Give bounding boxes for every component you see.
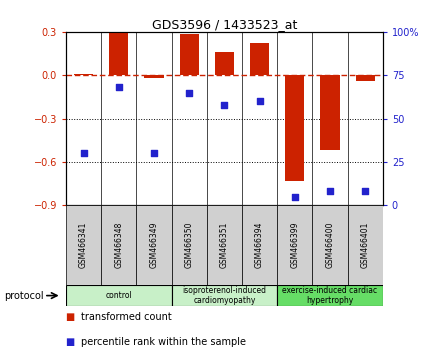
- Bar: [144, 75, 164, 78]
- Bar: [101, 205, 136, 285]
- Point: [291, 194, 298, 200]
- Bar: [172, 205, 207, 285]
- Bar: [207, 205, 242, 285]
- Bar: [172, 285, 277, 306]
- Text: transformed count: transformed count: [81, 312, 172, 322]
- Bar: [215, 52, 234, 75]
- Bar: [356, 75, 375, 81]
- Text: GSM466348: GSM466348: [114, 222, 123, 268]
- Text: GSM466349: GSM466349: [150, 222, 158, 268]
- Text: GSM466394: GSM466394: [255, 222, 264, 268]
- Point: [326, 189, 334, 194]
- Bar: [277, 205, 312, 285]
- Text: protocol: protocol: [4, 291, 44, 301]
- Text: ■: ■: [66, 312, 78, 322]
- Bar: [277, 285, 383, 306]
- Bar: [285, 75, 304, 181]
- Bar: [312, 205, 348, 285]
- Text: GSM466401: GSM466401: [361, 222, 370, 268]
- Text: GSM466350: GSM466350: [185, 222, 194, 268]
- Bar: [109, 33, 128, 75]
- Bar: [66, 285, 172, 306]
- Point: [150, 150, 158, 156]
- Bar: [136, 205, 172, 285]
- Point: [80, 150, 87, 156]
- Text: control: control: [106, 291, 132, 300]
- Text: GSM466399: GSM466399: [290, 222, 299, 268]
- Text: exercise-induced cardiac
hypertrophy: exercise-induced cardiac hypertrophy: [282, 286, 378, 305]
- Text: GSM466341: GSM466341: [79, 222, 88, 268]
- Point: [221, 102, 228, 108]
- Bar: [320, 75, 340, 150]
- Bar: [74, 74, 93, 75]
- Bar: [348, 205, 383, 285]
- Point: [256, 98, 263, 104]
- Point: [115, 85, 122, 90]
- Text: ■: ■: [66, 337, 78, 347]
- Title: GDS3596 / 1433523_at: GDS3596 / 1433523_at: [152, 18, 297, 31]
- Bar: [180, 34, 199, 75]
- Point: [186, 90, 193, 96]
- Text: GSM466400: GSM466400: [326, 222, 334, 268]
- Bar: [250, 44, 269, 75]
- Text: percentile rank within the sample: percentile rank within the sample: [81, 337, 246, 347]
- Text: GSM466351: GSM466351: [220, 222, 229, 268]
- Bar: [66, 205, 101, 285]
- Text: isoproterenol-induced
cardiomyopathy: isoproterenol-induced cardiomyopathy: [183, 286, 266, 305]
- Point: [362, 189, 369, 194]
- Bar: [242, 205, 277, 285]
